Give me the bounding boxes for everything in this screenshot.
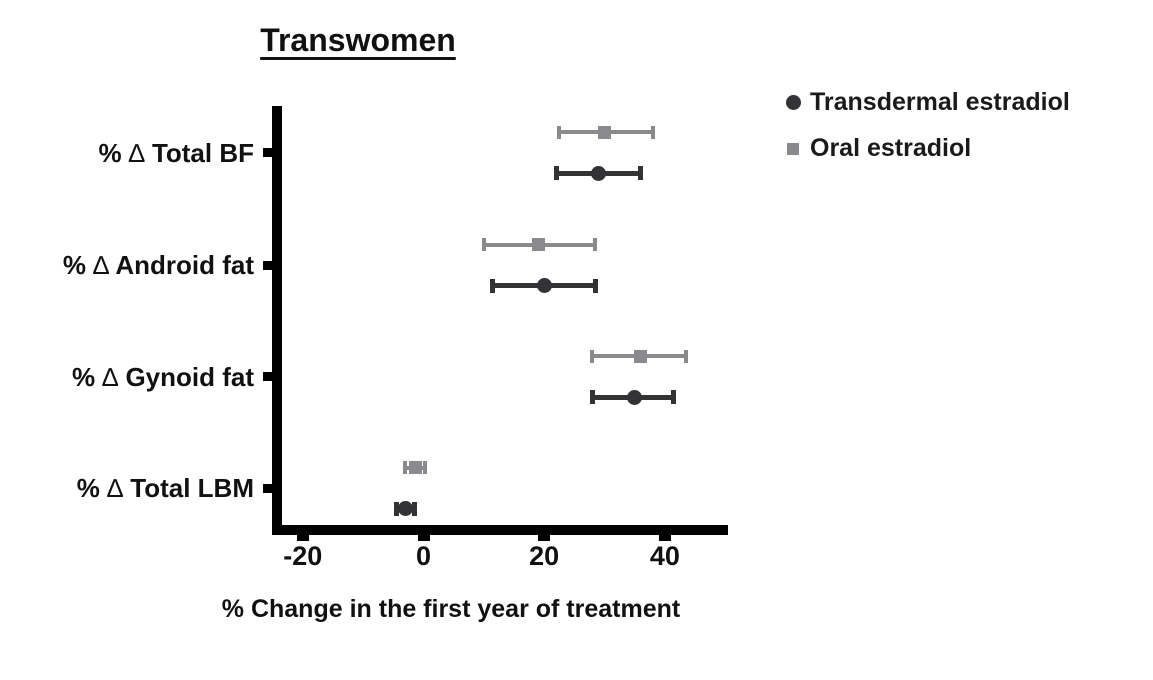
error-bar-cap xyxy=(592,278,598,293)
marker-oral xyxy=(634,349,648,363)
y-tick xyxy=(263,483,272,493)
error-bar-cap xyxy=(553,166,559,180)
legend-item-transdermal: Transdermal estradiol xyxy=(778,86,1070,119)
delta-symbol: ∆ xyxy=(128,137,145,168)
error-bar-cap xyxy=(593,238,598,251)
x-axis-title: % Change in the first year of treatment xyxy=(221,595,681,623)
y-axis-category-label: % ∆ Total BF xyxy=(98,137,254,168)
x-tick xyxy=(296,533,309,541)
x-tick-label: -20 xyxy=(283,541,323,571)
error-bar-cap xyxy=(589,390,595,404)
marker-oral xyxy=(531,238,545,251)
error-bar-cap xyxy=(490,278,496,293)
x-tick xyxy=(658,533,671,541)
y-axis-category-label: % ∆ Gynoid fat xyxy=(71,361,254,392)
y-tick xyxy=(263,260,272,270)
error-bar-cap xyxy=(481,238,486,251)
marker-transdermal xyxy=(536,278,552,293)
x-tick-label: 0 xyxy=(415,541,432,571)
marker-oral xyxy=(409,461,423,474)
delta-symbol: ∆ xyxy=(102,361,119,392)
legend-square-marker-icon xyxy=(778,142,808,155)
error-bar-cap xyxy=(590,349,595,363)
delta-symbol: ∆ xyxy=(107,473,124,503)
legend-item-oral: Oral estradiol xyxy=(778,132,1070,165)
error-bar-cap xyxy=(684,349,689,363)
error-bar-cap xyxy=(638,166,644,180)
legend: Transdermal estradiol Oral estradiol xyxy=(778,86,1070,165)
y-axis-category-label: % ∆ Total LBM xyxy=(76,473,254,503)
error-bar-cap xyxy=(393,501,399,516)
marker-transdermal xyxy=(397,501,413,516)
legend-label-oral: Oral estradiol xyxy=(810,134,972,162)
error-bar-cap xyxy=(411,501,417,516)
marker-oral xyxy=(598,125,612,139)
error-bar-cap xyxy=(671,390,677,404)
marker-transdermal xyxy=(591,165,606,181)
x-tick-label: 40 xyxy=(649,541,680,571)
x-tick-label: 20 xyxy=(529,541,560,571)
y-tick xyxy=(263,148,272,157)
legend-circle-marker-icon xyxy=(778,95,808,110)
error-bar-cap xyxy=(423,461,428,474)
y-tick xyxy=(263,372,272,381)
marker-transdermal xyxy=(627,389,643,405)
y-axis-category-label: % ∆ Android fat xyxy=(62,250,254,280)
y-axis-spine xyxy=(272,106,282,535)
error-bar-cap xyxy=(557,125,562,139)
x-tick xyxy=(538,533,551,541)
legend-label-transdermal: Transdermal estradiol xyxy=(810,88,1070,116)
chart-title: Transwomen xyxy=(260,22,456,58)
x-tick xyxy=(417,533,430,541)
delta-symbol: ∆ xyxy=(93,250,110,280)
error-bar-cap xyxy=(650,125,655,139)
error-bar-cap xyxy=(403,461,408,474)
x-axis-line xyxy=(272,525,728,535)
